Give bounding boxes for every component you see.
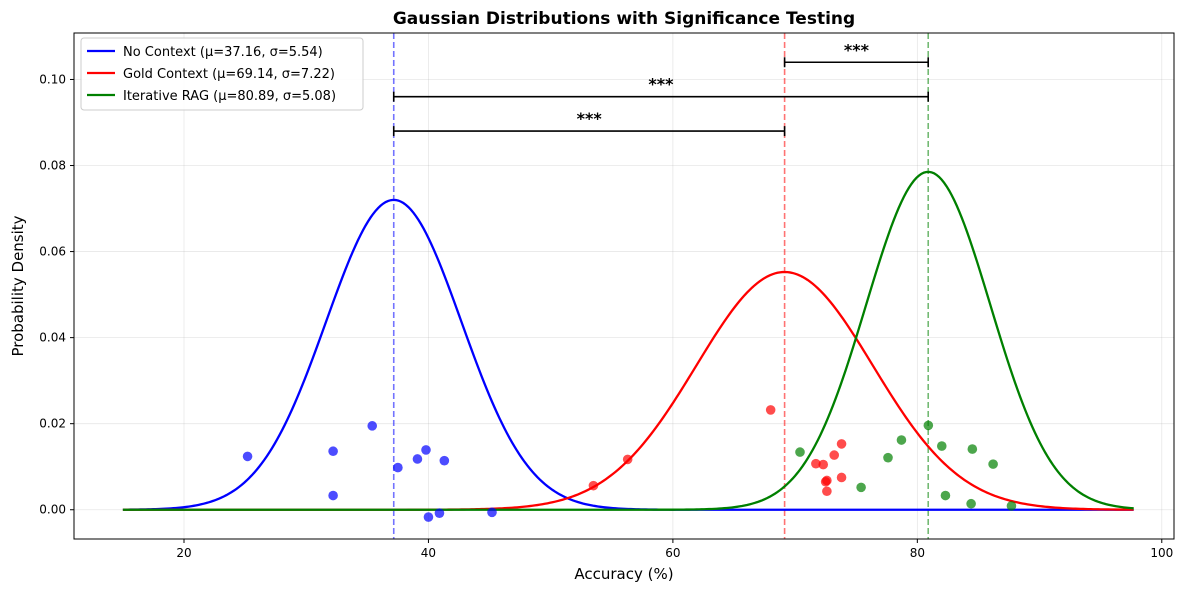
x-tick-label: 20 xyxy=(176,546,191,560)
significance-label: *** xyxy=(577,109,603,128)
scatter-points xyxy=(242,405,1017,522)
significance-brackets: *** *** *** xyxy=(392,40,930,137)
data-point xyxy=(328,490,338,501)
y-tick-label: 0.10 xyxy=(39,72,66,86)
data-point xyxy=(936,441,947,451)
data-point xyxy=(967,444,978,454)
axis-ticks: 20 40 60 80 100 0.00 0.02 0.04 0.06 0.08 0.10 xyxy=(39,72,1173,560)
significance-label: *** xyxy=(648,75,674,94)
legend: No Context (μ=37.16, σ=5.54) Gold Context… xyxy=(80,37,364,111)
data-point xyxy=(923,420,934,431)
y-tick-label: 0.02 xyxy=(39,417,66,431)
x-tick-label: 100 xyxy=(1150,546,1173,560)
data-point xyxy=(434,508,445,518)
legend-box xyxy=(80,37,364,111)
data-point xyxy=(822,475,832,486)
data-point xyxy=(393,462,403,473)
legend-label: No Context (μ=37.16, σ=5.54) xyxy=(123,45,323,60)
legend-label: Iterative RAG (μ=80.89, σ=5.08) xyxy=(123,89,336,104)
data-point xyxy=(765,405,776,415)
data-point xyxy=(988,459,998,469)
data-point xyxy=(423,512,434,522)
y-tick-label: 0.04 xyxy=(39,331,66,345)
data-point xyxy=(822,486,832,497)
data-point xyxy=(622,454,633,465)
x-tick-label: 40 xyxy=(421,546,436,560)
data-point xyxy=(328,446,338,457)
y-tick-label: 0.08 xyxy=(39,159,66,173)
significance-label: *** xyxy=(844,40,870,59)
data-point xyxy=(487,507,497,518)
data-point xyxy=(836,472,847,483)
data-point xyxy=(412,454,423,464)
data-point xyxy=(439,455,450,466)
data-point xyxy=(367,421,378,431)
plot-frame xyxy=(73,32,1175,540)
y-tick-label: 0.00 xyxy=(39,503,66,517)
data-point xyxy=(966,498,976,509)
y-axis-label: Probability Density xyxy=(9,215,27,356)
data-point xyxy=(940,490,951,501)
data-point xyxy=(588,480,599,491)
data-point xyxy=(421,445,431,455)
data-point xyxy=(795,447,805,457)
data-point xyxy=(836,439,847,449)
x-axis-label: Accuracy (%) xyxy=(574,565,673,583)
data-point xyxy=(242,451,253,462)
data-point xyxy=(811,458,821,469)
y-tick-label: 0.06 xyxy=(39,245,66,259)
data-point xyxy=(818,459,829,470)
data-point xyxy=(856,482,866,493)
data-point xyxy=(883,452,893,463)
data-point xyxy=(1006,501,1017,511)
density-curve xyxy=(122,170,1134,511)
mean-lines xyxy=(392,33,930,539)
data-point xyxy=(829,450,840,460)
data-point xyxy=(896,435,907,445)
x-tick-label: 80 xyxy=(910,546,925,560)
density-curve xyxy=(122,270,1134,511)
legend-label: Gold Context (μ=69.14, σ=7.22) xyxy=(123,67,335,82)
chart-title: Gaussian Distributions with Significance… xyxy=(393,9,855,29)
x-tick-label: 60 xyxy=(665,546,680,560)
